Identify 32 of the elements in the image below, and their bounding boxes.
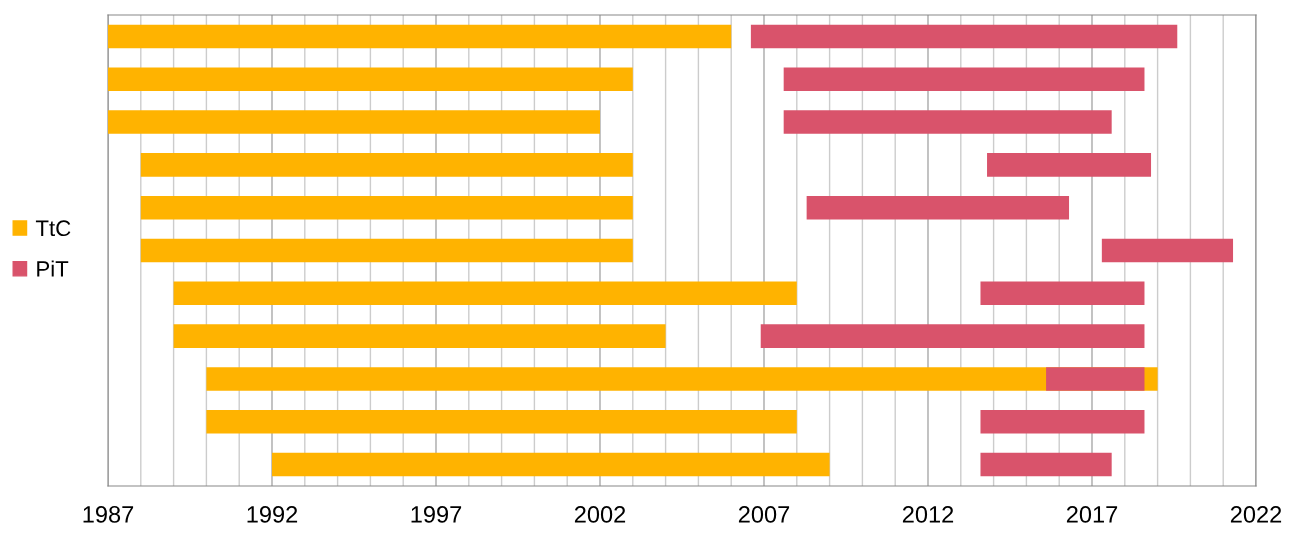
bar [760, 324, 1145, 348]
bar [1046, 367, 1145, 391]
bar [206, 410, 797, 434]
bar [980, 452, 1112, 477]
x-tick-label: 2012 [902, 506, 954, 523]
legend-label: PiT [37, 260, 69, 277]
bar [140, 238, 633, 263]
legend-label: TtC [35, 220, 71, 237]
x-tick-label: 2017 [1066, 506, 1118, 523]
bar [108, 110, 600, 134]
x-tick-label: 1997 [411, 506, 462, 523]
bar [980, 410, 1145, 434]
bar [108, 67, 633, 91]
bar [272, 452, 830, 477]
bar [173, 281, 797, 306]
bar [173, 324, 666, 348]
bar [206, 367, 1158, 391]
x-tick-label: 1987 [83, 506, 134, 523]
bar [750, 24, 1178, 49]
bar [980, 281, 1145, 306]
bar [783, 110, 1112, 134]
x-tick-label: 2007 [738, 506, 790, 523]
x-tick-label: 2022 [1230, 506, 1282, 523]
bar [1101, 238, 1234, 263]
bar [140, 153, 633, 177]
bar [108, 24, 732, 49]
x-tick-label: 2002 [574, 506, 626, 523]
x-tick-label: 1992 [247, 506, 298, 523]
bar [783, 67, 1145, 91]
bar [806, 195, 1070, 220]
bar [987, 153, 1152, 177]
bar [140, 195, 633, 220]
